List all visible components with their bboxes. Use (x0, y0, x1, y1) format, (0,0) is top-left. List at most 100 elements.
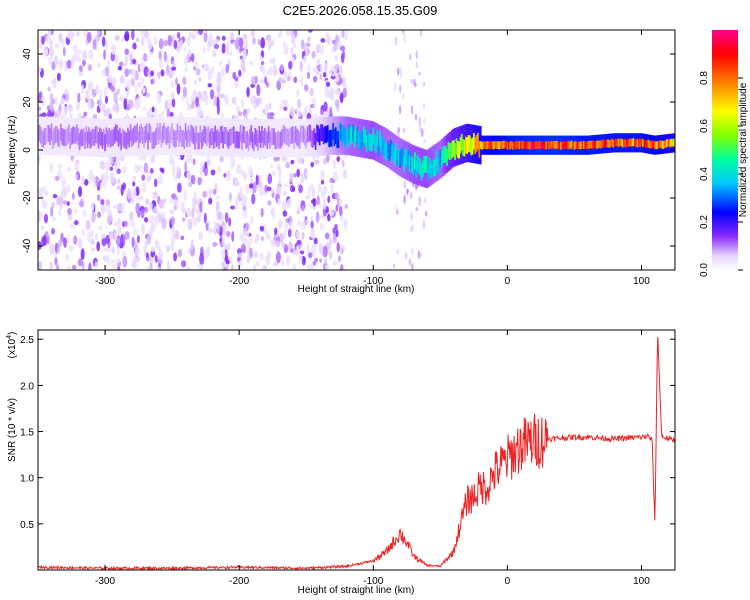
heatmap-cell (194, 132, 196, 150)
heatmap-cell (396, 210, 399, 215)
heatmap-cell (265, 255, 270, 267)
heatmap-cell (63, 237, 67, 248)
heatmap-cell (161, 217, 167, 230)
heatmap-cell (261, 125, 263, 143)
snr-series (38, 336, 675, 570)
heatmap-cell (341, 76, 346, 88)
heatmap-cell (120, 202, 125, 215)
heatmap-cell (203, 63, 209, 70)
heatmap-cell (165, 128, 168, 145)
heatmap-cell (541, 140, 544, 149)
heatmap-cell (133, 125, 136, 143)
heatmap-cell (230, 128, 233, 146)
heatmap-cell (292, 263, 296, 270)
heatmap-cell (170, 216, 176, 226)
heatmap-cell (216, 195, 220, 200)
heatmap-cell (414, 152, 416, 170)
heatmap-cell (654, 141, 656, 149)
heatmap-cell (414, 113, 418, 121)
heatmap-cell (61, 38, 65, 48)
heatmap-cell (214, 125, 216, 143)
heatmap-cell (421, 127, 424, 138)
heatmap-cell (423, 197, 427, 203)
heatmap-cell (301, 222, 306, 230)
heatmap-cell (501, 141, 503, 150)
heatmap-cell (655, 141, 658, 150)
heatmap-cell (250, 83, 256, 88)
heatmap-cell (328, 250, 333, 260)
heatmap-cell (324, 232, 330, 240)
heatmap-cell (319, 73, 323, 80)
heatmap-cell (220, 112, 224, 119)
heatmap-cell (388, 144, 391, 161)
heatmap-cell (604, 140, 607, 148)
heatmap-cell (163, 39, 168, 47)
heatmap-cell (299, 60, 303, 72)
heatmap-cell (94, 126, 97, 143)
spectrogram-heatmap (38, 30, 675, 270)
y-tick-label: -20 (22, 190, 33, 205)
heatmap-cell (336, 75, 340, 83)
heatmap-cell (224, 126, 227, 144)
heatmap-cell (286, 218, 291, 223)
heatmap-cell (87, 64, 93, 72)
heatmap-cell (226, 172, 231, 182)
heatmap-cell (297, 206, 301, 212)
heatmap-cell (304, 105, 308, 116)
heatmap-cell (262, 191, 267, 196)
heatmap-cell (231, 231, 235, 242)
heatmap-cell (337, 131, 340, 148)
heatmap-cell (561, 140, 564, 149)
heatmap-cell (124, 68, 130, 77)
heatmap-cell (105, 127, 108, 145)
heatmap-cell (408, 258, 412, 266)
heatmap-cell (100, 203, 106, 214)
heatmap-cell (319, 63, 323, 75)
heatmap-cell (154, 215, 159, 227)
x-tick-label: -200 (229, 576, 249, 587)
heatmap-cell (663, 140, 666, 149)
heatmap-cell (585, 141, 588, 150)
heatmap-cell (156, 242, 161, 251)
heatmap-cell (430, 160, 432, 178)
heatmap-cell (171, 193, 177, 200)
heatmap-cell (323, 62, 328, 74)
heatmap-cell (176, 123, 179, 141)
heatmap-cell (41, 35, 45, 45)
heatmap-cell (143, 216, 149, 223)
heatmap-cell (320, 214, 325, 219)
heatmap-cell (490, 141, 493, 149)
heatmap-cell (71, 192, 75, 200)
heatmap-cell (597, 140, 600, 149)
heatmap-cell (601, 139, 604, 148)
heatmap-cell (399, 84, 402, 93)
heatmap-cell (623, 138, 625, 147)
heatmap-cell (203, 30, 209, 33)
heatmap-cell (179, 125, 182, 143)
heatmap-cell (372, 127, 375, 145)
heatmap-cell (148, 201, 153, 210)
heatmap-cell (414, 183, 418, 190)
heatmap-cell (81, 228, 85, 237)
heatmap-cell (181, 95, 185, 102)
heatmap-cell (395, 143, 397, 161)
heatmap-cell (225, 43, 230, 56)
heatmap-cell (234, 131, 237, 149)
heatmap-cell (182, 217, 186, 222)
heatmap-cell (415, 207, 418, 212)
heatmap-cell (257, 133, 259, 151)
heatmap-cell (278, 177, 282, 187)
heatmap-cell (230, 205, 236, 210)
heatmap-cell (603, 139, 605, 148)
heatmap-cell (55, 109, 59, 118)
heatmap-cell (325, 126, 328, 144)
heatmap-cell (565, 140, 568, 149)
heatmap-cell (62, 46, 66, 57)
heatmap-cell (54, 126, 57, 144)
heatmap-cell (157, 212, 162, 220)
heatmap-cell (77, 185, 83, 198)
heatmap-cell (162, 198, 167, 204)
heatmap-cell (230, 263, 235, 270)
heatmap-cell (122, 182, 126, 191)
